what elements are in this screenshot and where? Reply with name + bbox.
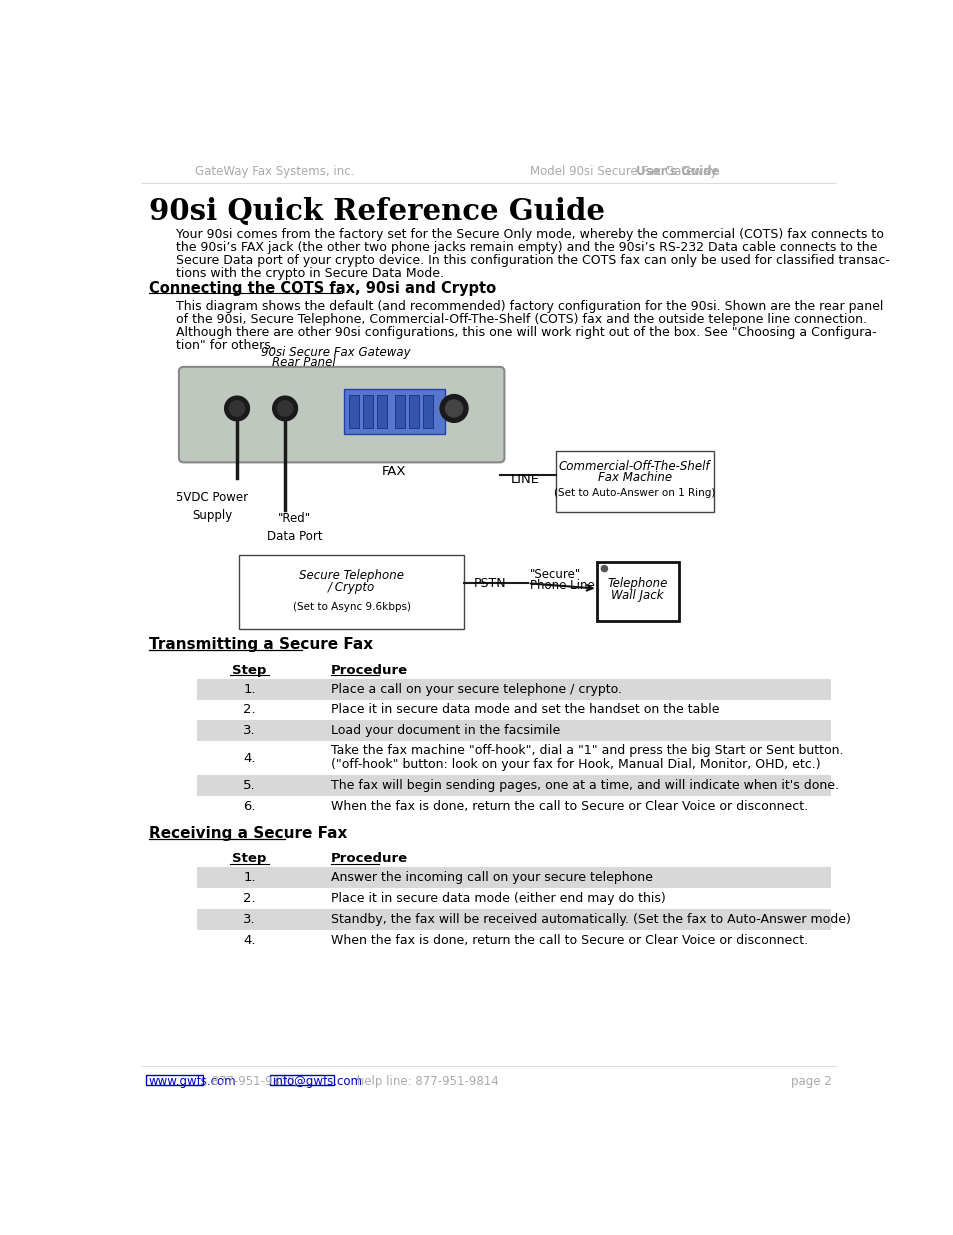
Text: Secure Telephone: Secure Telephone: [299, 569, 404, 582]
Bar: [196, 867, 830, 888]
Circle shape: [600, 566, 607, 572]
Text: Wall Jack: Wall Jack: [611, 589, 663, 603]
Text: Load your document in the facsimile: Load your document in the facsimile: [331, 724, 559, 737]
Bar: [597, 562, 679, 621]
Text: tions with the crypto in Secure Data Mode.: tions with the crypto in Secure Data Mod…: [175, 267, 443, 280]
Text: User's Guide: User's Guide: [635, 164, 719, 178]
Text: 1.: 1.: [243, 683, 255, 695]
Text: This diagram shows the default (and recommended) factory configuration for the 9: This diagram shows the default (and reco…: [175, 300, 882, 312]
Text: 90si Quick Reference Guide: 90si Quick Reference Guide: [149, 196, 604, 226]
Text: Connecting the COTS fax, 90si and Crypto: Connecting the COTS fax, 90si and Crypto: [149, 280, 496, 296]
Text: the 90si’s FAX jack (the other two phone jacks remain empty) and the 90si’s RS-2: the 90si’s FAX jack (the other two phone…: [175, 241, 876, 254]
Bar: [376, 395, 386, 429]
Text: The fax will begin sending pages, one at a time, and will indicate when it's don: The fax will begin sending pages, one at…: [331, 779, 838, 792]
Bar: [196, 909, 830, 930]
Text: Commercial-Off-The-Shelf: Commercial-Off-The-Shelf: [558, 459, 710, 473]
Text: FAX: FAX: [381, 466, 405, 478]
Bar: [395, 395, 405, 429]
Text: 3.: 3.: [243, 913, 255, 926]
Text: Secure Data port of your crypto device. In this configuration the COTS fax can o: Secure Data port of your crypto device. …: [175, 254, 889, 267]
Bar: [344, 389, 444, 433]
Text: ("off-hook" button: look on your fax for Hook, Manual Dial, Monitor, OHD, etc.): ("off-hook" button: look on your fax for…: [331, 758, 820, 771]
Text: Fax Machine: Fax Machine: [597, 472, 671, 484]
Text: info@gwfs.com: info@gwfs.com: [273, 1074, 362, 1088]
Text: 2.: 2.: [243, 892, 255, 905]
Bar: [555, 451, 714, 513]
Bar: [270, 1076, 334, 1086]
Circle shape: [439, 395, 468, 422]
Text: Procedure: Procedure: [331, 852, 408, 866]
Text: Your 90si comes from the factory set for the Secure Only mode, whereby the comme: Your 90si comes from the factory set for…: [175, 228, 882, 241]
Text: Procedure: Procedure: [331, 663, 408, 677]
Bar: [196, 679, 830, 699]
Text: 6.: 6.: [243, 800, 255, 813]
Text: Standby, the fax will be received automatically. (Set the fax to Auto-Answer mod: Standby, the fax will be received automa…: [331, 913, 850, 926]
FancyBboxPatch shape: [179, 367, 504, 462]
Circle shape: [229, 401, 245, 416]
Text: Answer the incoming call on your secure telephone: Answer the incoming call on your secure …: [331, 871, 652, 884]
Text: 1.: 1.: [243, 871, 255, 884]
Text: LINE: LINE: [510, 473, 539, 485]
Text: 5.: 5.: [243, 779, 255, 792]
Text: Receiving a Secure Fax: Receiving a Secure Fax: [149, 826, 347, 841]
Text: 4.: 4.: [243, 934, 255, 947]
Text: When the fax is done, return the call to Secure or Clear Voice or disconnect.: When the fax is done, return the call to…: [331, 800, 807, 813]
Text: Step: Step: [232, 852, 266, 866]
Text: Place it in secure data mode (either end may do this): Place it in secure data mode (either end…: [331, 892, 665, 905]
Bar: [409, 395, 418, 429]
Text: Although there are other 90si configurations, this one will work right out of th: Although there are other 90si configurat…: [175, 326, 876, 338]
Text: Transmitting a Secure Fax: Transmitting a Secure Fax: [149, 637, 373, 652]
Text: 90si Secure Fax Gateway: 90si Secure Fax Gateway: [261, 346, 411, 358]
Text: 5VDC Power
Supply: 5VDC Power Supply: [176, 490, 248, 522]
Circle shape: [445, 400, 462, 417]
Text: "Red"
Data Port: "Red" Data Port: [266, 511, 322, 542]
Text: www.gwfs.com: www.gwfs.com: [149, 1074, 236, 1088]
Text: Model 90si Secure Fax Gateway: Model 90si Secure Fax Gateway: [530, 164, 720, 178]
Text: (Set to Auto-Answer on 1 Ring): (Set to Auto-Answer on 1 Ring): [554, 488, 715, 498]
Text: help line: 877-951-9814: help line: 877-951-9814: [337, 1074, 498, 1088]
Text: Phone Line: Phone Line: [530, 579, 594, 592]
Circle shape: [224, 396, 249, 421]
Bar: [362, 395, 373, 429]
Circle shape: [277, 401, 293, 416]
Text: , 877-951-9800,: , 877-951-9800,: [204, 1074, 302, 1088]
Bar: [146, 1076, 203, 1086]
Text: 2.: 2.: [243, 704, 255, 716]
Bar: [196, 776, 830, 795]
Text: PSTN: PSTN: [474, 577, 506, 590]
Text: Place it in secure data mode and set the handset on the table: Place it in secure data mode and set the…: [331, 704, 719, 716]
Text: Telephone: Telephone: [607, 577, 667, 590]
Text: Take the fax machine "off-hook", dial a "1" and press the big Start or Sent butt: Take the fax machine "off-hook", dial a …: [331, 743, 842, 757]
Circle shape: [273, 396, 297, 421]
Text: 4.: 4.: [243, 752, 255, 764]
Text: GateWay Fax Systems, inc.: GateWay Fax Systems, inc.: [194, 164, 354, 178]
Text: "Secure": "Secure": [530, 568, 580, 580]
Text: Rear Panel: Rear Panel: [272, 356, 335, 369]
Bar: [239, 555, 464, 629]
Text: 3.: 3.: [243, 724, 255, 737]
Bar: [422, 395, 433, 429]
Text: / Crypto: / Crypto: [328, 582, 375, 594]
Text: tion" for others.: tion" for others.: [175, 338, 274, 352]
Bar: [196, 720, 830, 741]
Text: page 2: page 2: [791, 1074, 831, 1088]
Text: When the fax is done, return the call to Secure or Clear Voice or disconnect.: When the fax is done, return the call to…: [331, 934, 807, 947]
Bar: [348, 395, 358, 429]
Text: (Set to Async 9.6kbps): (Set to Async 9.6kbps): [293, 603, 411, 613]
Text: Place a call on your secure telephone / crypto.: Place a call on your secure telephone / …: [331, 683, 621, 695]
Text: Step: Step: [232, 663, 266, 677]
Text: of the 90si, Secure Telephone, Commercial-Off-The-Shelf (COTS) fax and the outsi: of the 90si, Secure Telephone, Commercia…: [175, 312, 866, 326]
